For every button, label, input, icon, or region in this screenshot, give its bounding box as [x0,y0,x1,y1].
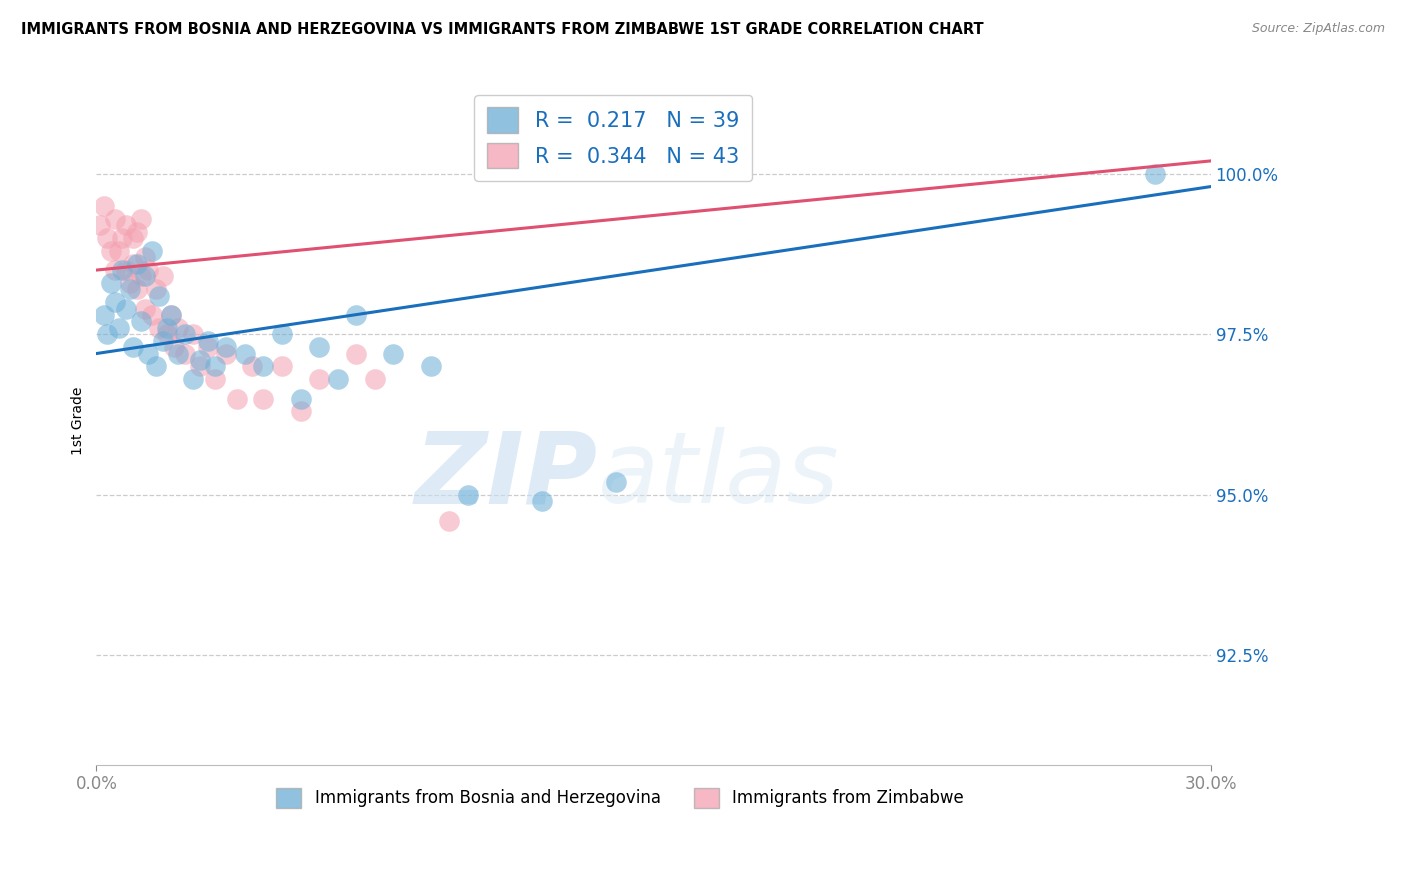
Point [215,346,238,360]
Text: IMMIGRANTS FROM BOSNIA AND HERZEGOVINA VS IMMIGRANTS FROM ZIMBABWE 1ST GRADE COR: IMMIGRANTS FROM BOSNIA AND HERZEGOVINA V… [21,22,984,37]
Point [226,392,249,406]
Point [111,231,134,245]
Point [129,314,152,328]
Legend: Immigrants from Bosnia and Herzegovina, Immigrants from Zimbabwe: Immigrants from Bosnia and Herzegovina, … [270,780,970,814]
Point [364,372,387,386]
Point [96,231,118,245]
Point [122,340,145,354]
Point [145,359,167,374]
Point [129,211,152,226]
Text: Source: ZipAtlas.com: Source: ZipAtlas.com [1251,22,1385,36]
Point [531,494,554,508]
Point [96,327,118,342]
Point [100,244,122,258]
Point [148,321,170,335]
Text: atlas: atlas [598,427,839,524]
Point [188,359,211,374]
Point [308,372,330,386]
Point [152,334,174,348]
Point [148,289,170,303]
Point [129,269,152,284]
Point [89,218,111,232]
Point [118,282,141,296]
Point [141,308,163,322]
Point [156,321,179,335]
Point [127,225,149,239]
Point [156,327,179,342]
Point [252,359,274,374]
Point [107,244,129,258]
Point [111,263,134,277]
Point [167,346,190,360]
Point [104,263,127,277]
Point [290,404,312,418]
Point [1143,167,1166,181]
Point [138,263,160,277]
Text: ZIP: ZIP [415,427,598,524]
Point [115,263,138,277]
Point [127,257,149,271]
Point [141,244,163,258]
Point [134,269,156,284]
Point [271,327,294,342]
Point [181,372,204,386]
Point [104,295,127,310]
Point [326,372,349,386]
Point [115,218,138,232]
Point [107,321,129,335]
Point [204,359,226,374]
Point [122,257,145,271]
Point [437,514,460,528]
Point [163,340,186,354]
Point [93,199,115,213]
Point [115,301,138,316]
Point [174,346,197,360]
Point [252,392,274,406]
Y-axis label: 1st Grade: 1st Grade [72,387,86,455]
Point [197,340,219,354]
Point [271,359,294,374]
Point [127,282,149,296]
Point [308,340,330,354]
Point [159,308,181,322]
Point [290,392,312,406]
Point [240,359,263,374]
Point [152,269,174,284]
Point [134,301,156,316]
Point [204,372,226,386]
Point [93,308,115,322]
Point [122,231,145,245]
Point [118,276,141,290]
Point [197,334,219,348]
Point [138,346,160,360]
Point [344,308,367,322]
Point [167,321,190,335]
Point [344,346,367,360]
Point [188,353,211,368]
Point [134,250,156,264]
Point [382,346,405,360]
Point [104,211,127,226]
Point [159,308,181,322]
Point [605,475,627,489]
Point [181,327,204,342]
Point [145,282,167,296]
Point [174,327,197,342]
Point [457,488,479,502]
Point [100,276,122,290]
Point [233,346,256,360]
Point [419,359,441,374]
Point [215,340,238,354]
